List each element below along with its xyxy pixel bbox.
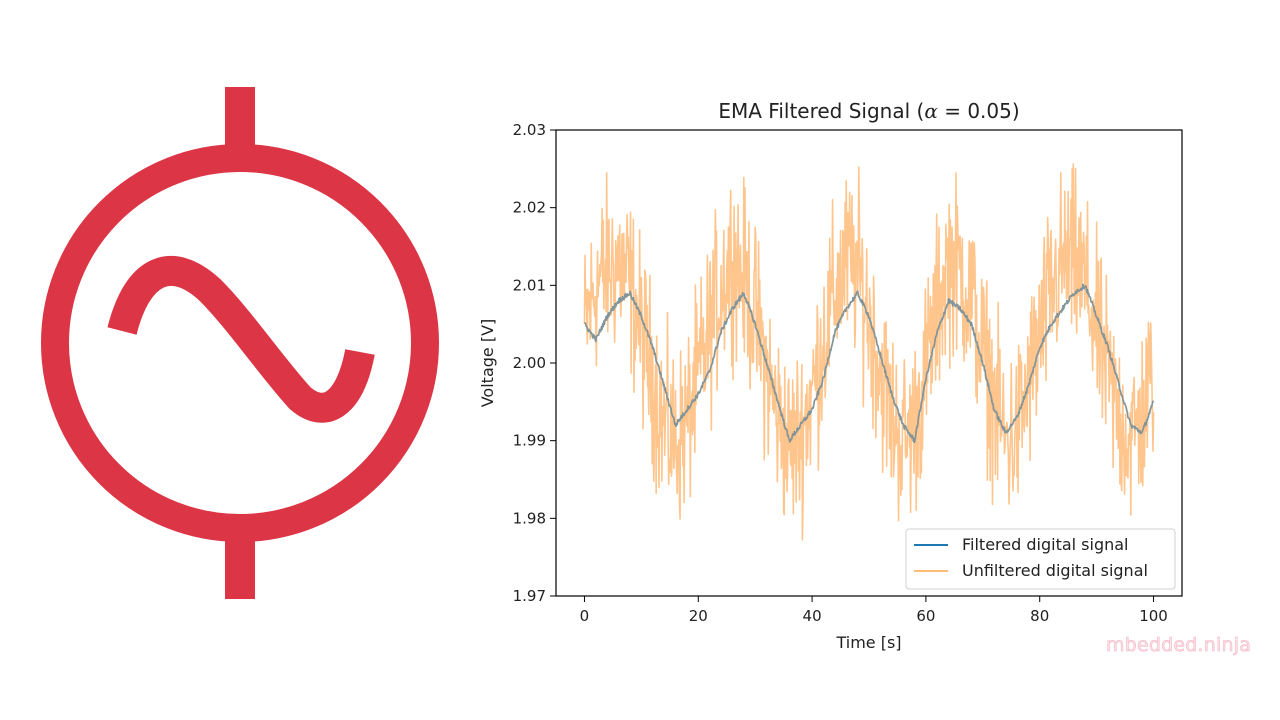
watermark: mbedded.ninja (1106, 634, 1252, 657)
y-tick-label: 1.97 (513, 587, 546, 605)
x-tick-label: 80 (1030, 607, 1049, 625)
x-tick-label: 20 (689, 607, 708, 625)
series-line-unfiltered (583, 163, 1155, 541)
chart-title: EMA Filtered Signal (α = 0.05) (718, 99, 1019, 123)
y-tick-label: 2.01 (513, 276, 546, 294)
x-axis: 0 20 40 60 80 100 (580, 596, 1168, 625)
series-line-filtered (583, 283, 1155, 443)
series-line-filtered-overlay (583, 284, 1155, 443)
legend-label-filtered: Filtered digital signal (962, 535, 1129, 554)
legend-box (905, 528, 1176, 590)
x-tick-label: 100 (1139, 607, 1168, 625)
legend-label-unfiltered: Unfiltered digital signal (962, 561, 1148, 580)
y-tick-label: 2.02 (513, 199, 546, 217)
x-tick-label: 60 (916, 607, 935, 625)
logo-circle (41, 144, 439, 542)
y-axis: 1.97 1.98 1.99 2.00 2.01 2.02 2.03 (513, 121, 556, 605)
x-axis-label: Time [s] (835, 633, 901, 652)
x-tick-label: 0 (580, 607, 590, 625)
chart-title-suffix: = 0.05) (938, 99, 1020, 123)
y-tick-label: 2.00 (513, 354, 546, 372)
y-tick-label: 1.98 (513, 509, 546, 527)
y-tick-label: 1.99 (513, 432, 546, 450)
ac-source-icon (41, 87, 439, 599)
legend: Filtered digital signal Unfiltered digit… (905, 528, 1176, 590)
chart-title-prefix: EMA Filtered Signal ( (718, 99, 924, 123)
x-tick-label: 40 (803, 607, 822, 625)
logo-sine-wave (107, 256, 375, 423)
y-tick-label: 2.03 (513, 121, 546, 139)
y-axis-label: Voltage [V] (478, 319, 497, 408)
ac-source-logo (41, 87, 439, 599)
series-layer (583, 163, 1155, 541)
chart-title-symbol: α (924, 99, 938, 123)
